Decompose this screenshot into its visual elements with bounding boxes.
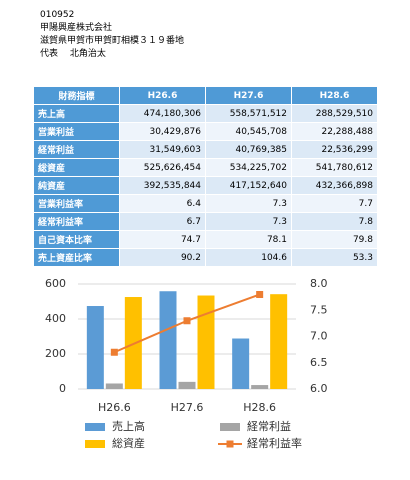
row-label: 売上資産比率 (33, 248, 120, 267)
row-label: 純資産 (33, 176, 120, 195)
legend-label: 経常利益率 (247, 436, 302, 450)
x-tick-label: H26.6 (98, 401, 131, 414)
value-cell: 432,366,898 (291, 176, 378, 195)
legend-swatch (85, 440, 105, 448)
financial-table: 財務指標 H26.6 H27.6 H28.6 売上高 474,180,306 558,571… (33, 86, 378, 267)
value-cell: 534,225,702 (205, 158, 292, 177)
y2-tick-label: 8.0 (310, 277, 328, 290)
value-cell: 74.7 (119, 230, 206, 249)
y-tick-label: 400 (45, 312, 66, 325)
value-cell: 40,769,385 (205, 140, 292, 159)
table-row: 経常利益率 6.7 7.3 7.8 (33, 212, 378, 231)
table-row: 経常利益 31,549,603 40,769,385 22,536,299 (33, 140, 378, 159)
code: 010952 (40, 10, 75, 20)
y2-tick-label: 7.0 (310, 330, 328, 343)
value-cell: 22,536,299 (291, 140, 378, 159)
line-marker (110, 348, 118, 356)
y2-tick-label: 7.5 (310, 303, 328, 316)
table-row: 総資産 525,626,454 534,225,702 541,780,612 (33, 158, 378, 177)
table-row: 営業利益 30,429,876 40,545,708 22,288,488 (33, 122, 378, 141)
value-cell: 30,429,876 (119, 122, 206, 141)
bar (159, 291, 177, 389)
y2-tick-label: 6.5 (310, 356, 328, 369)
bar (86, 306, 104, 389)
value-cell: 90.2 (119, 248, 206, 267)
table-row: 売上資産比率 90.2 104.6 53.3 (33, 248, 378, 267)
value-cell: 40,545,708 (205, 122, 292, 141)
value-cell: 541,780,612 (291, 158, 378, 177)
y-tick-label: 200 (45, 347, 66, 360)
line-marker (183, 317, 191, 325)
x-tick-label: H28.6 (243, 401, 276, 414)
x-tick-label: H27.6 (171, 401, 204, 414)
value-cell: 7.7 (291, 194, 378, 213)
value-cell: 79.8 (291, 230, 378, 249)
bar (178, 381, 196, 389)
line-marker (256, 291, 264, 298)
table-row: 純資産 392,535,844 417,152,640 432,366,898 (33, 176, 378, 195)
legend-swatch (220, 423, 240, 431)
value-cell: 53.3 (291, 248, 378, 267)
row-label: 営業利益 (33, 122, 120, 141)
value-cell: 6.4 (119, 194, 206, 213)
table-row: 自己資本比率 74.7 78.1 79.8 (33, 230, 378, 249)
value-cell: 78.1 (205, 230, 292, 249)
legend-swatch (85, 423, 105, 431)
address: 滋賀県甲賀市甲賀町相模３１９番地 (40, 36, 185, 46)
company-name: 甲陽興産株式会社 (40, 23, 113, 33)
representative: 代表 北角治太 (40, 49, 106, 59)
value-cell: 22,288,488 (291, 122, 378, 141)
company-header: 010952 甲陽興産株式会社 滋賀県甲賀市甲賀町相模３１９番地 代表 北角治太 (40, 9, 184, 61)
bar (270, 294, 288, 389)
legend-label: 総資産 (112, 436, 145, 450)
bar (197, 295, 215, 389)
bar (232, 338, 250, 389)
row-label: 自己資本比率 (33, 230, 120, 249)
header-cell: H26.6 (119, 86, 206, 105)
value-cell: 7.8 (291, 212, 378, 231)
value-cell: 558,571,512 (205, 104, 292, 123)
value-cell: 104.6 (205, 248, 292, 267)
y-tick-label: 600 (45, 277, 66, 290)
row-label: 売上高 (33, 104, 120, 123)
y-tick-label: 0 (59, 382, 66, 395)
legend-label: 経常利益 (247, 419, 291, 433)
header-cell: H28.6 (291, 86, 378, 105)
header-cell: 財務指標 (33, 86, 120, 105)
bar (251, 385, 269, 389)
bar (105, 383, 123, 389)
value-cell: 417,152,640 (205, 176, 292, 195)
y2-tick-label: 6.0 (310, 382, 328, 395)
legend-label: 売上高 (112, 419, 145, 433)
legend-marker (226, 440, 234, 448)
